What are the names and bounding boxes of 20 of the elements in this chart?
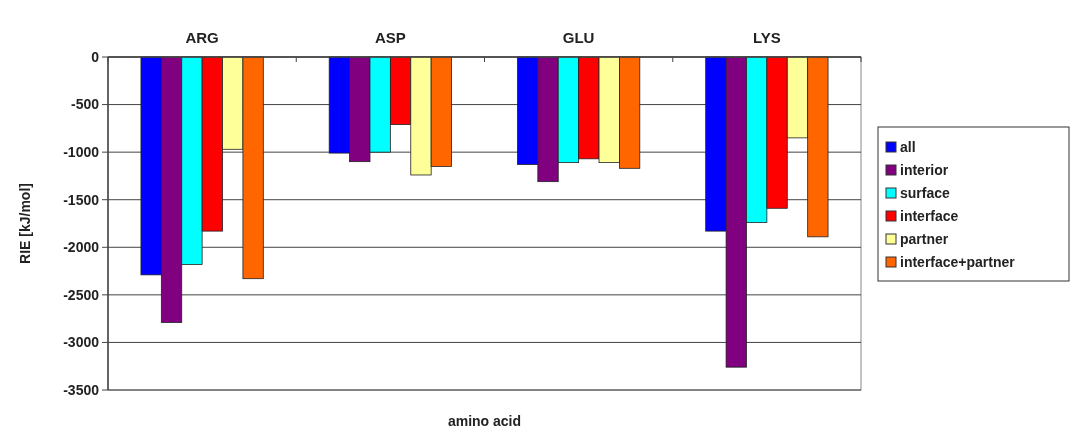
x-tick-label: LYS bbox=[752, 29, 781, 46]
legend-label: interior bbox=[900, 161, 949, 178]
x-axis-title: amino acid bbox=[447, 413, 522, 429]
y-tick-label: -2000 bbox=[63, 239, 100, 256]
y-tick-label: -3000 bbox=[63, 334, 100, 351]
x-tick-label: ARG bbox=[185, 29, 219, 46]
y-axis-title: RIE [kJ/mol] bbox=[17, 183, 33, 264]
x-tick-label: ASP bbox=[374, 29, 406, 46]
legend-label: interface bbox=[900, 207, 959, 224]
y-tick-label: -500 bbox=[70, 96, 100, 113]
legend-label: interface+partner bbox=[900, 253, 1016, 270]
y-tick-label: -1500 bbox=[63, 191, 100, 208]
y-tick-label: -1000 bbox=[63, 144, 100, 161]
x-tick-label: GLU bbox=[562, 29, 595, 46]
legend-label: partner bbox=[900, 230, 949, 247]
y-tick-label: -3500 bbox=[63, 381, 100, 398]
y-tick-label: -2500 bbox=[63, 286, 100, 303]
legend-label: surface bbox=[900, 184, 951, 201]
legend-label: all bbox=[900, 138, 916, 155]
y-tick-label: 0 bbox=[91, 48, 100, 65]
